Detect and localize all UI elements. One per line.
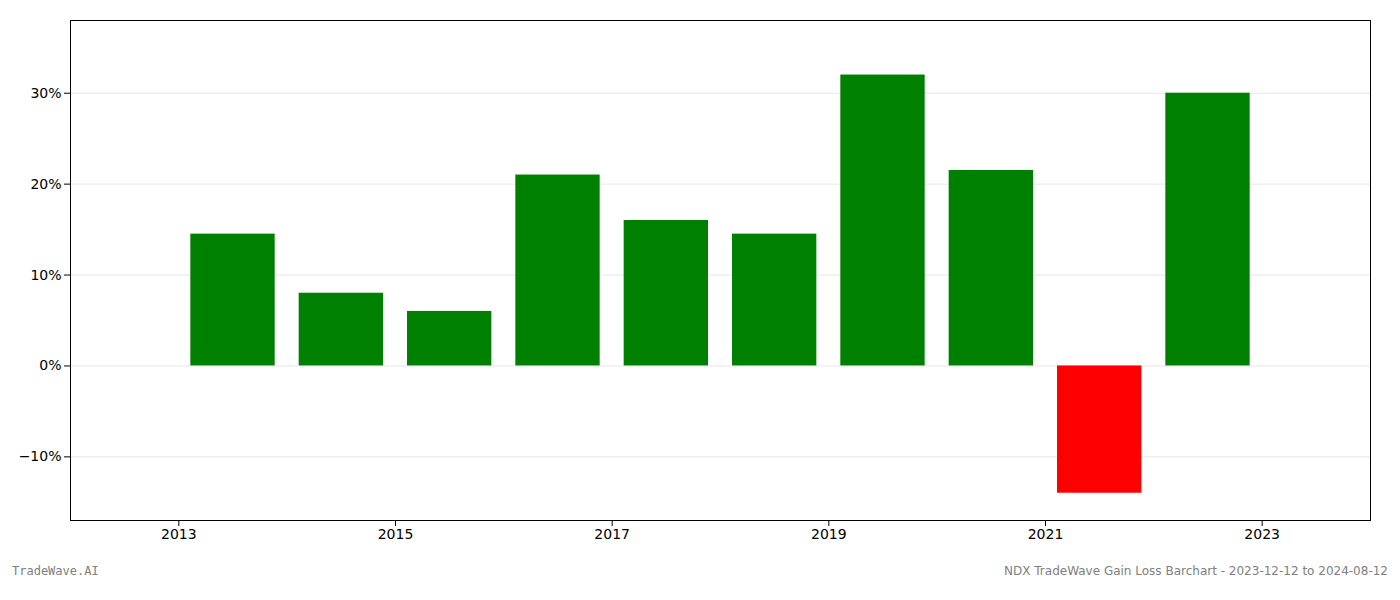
svg-text:−10%: −10%: [19, 448, 62, 464]
html-text:NDX TradeWave Gain Loss Barcha: NDX TradeWave Gain Loss Barchart - 2023-…: [1004, 564, 1388, 578]
svg-text:20%: 20%: [30, 176, 61, 192]
svg-text:2019: 2019: [811, 526, 847, 542]
svg-text:2013: 2013: [161, 526, 197, 542]
svg-text:2015: 2015: [378, 526, 414, 542]
svg-text:30%: 30%: [30, 85, 61, 101]
svg-text:0%: 0%: [39, 357, 61, 373]
svg-text:10%: 10%: [30, 267, 61, 283]
html-text:TradeWave.AI: TradeWave.AI: [12, 564, 99, 578]
svg-text:2021: 2021: [1028, 526, 1064, 542]
svg-text:2017: 2017: [594, 526, 630, 542]
svg-text:2023: 2023: [1244, 526, 1280, 542]
